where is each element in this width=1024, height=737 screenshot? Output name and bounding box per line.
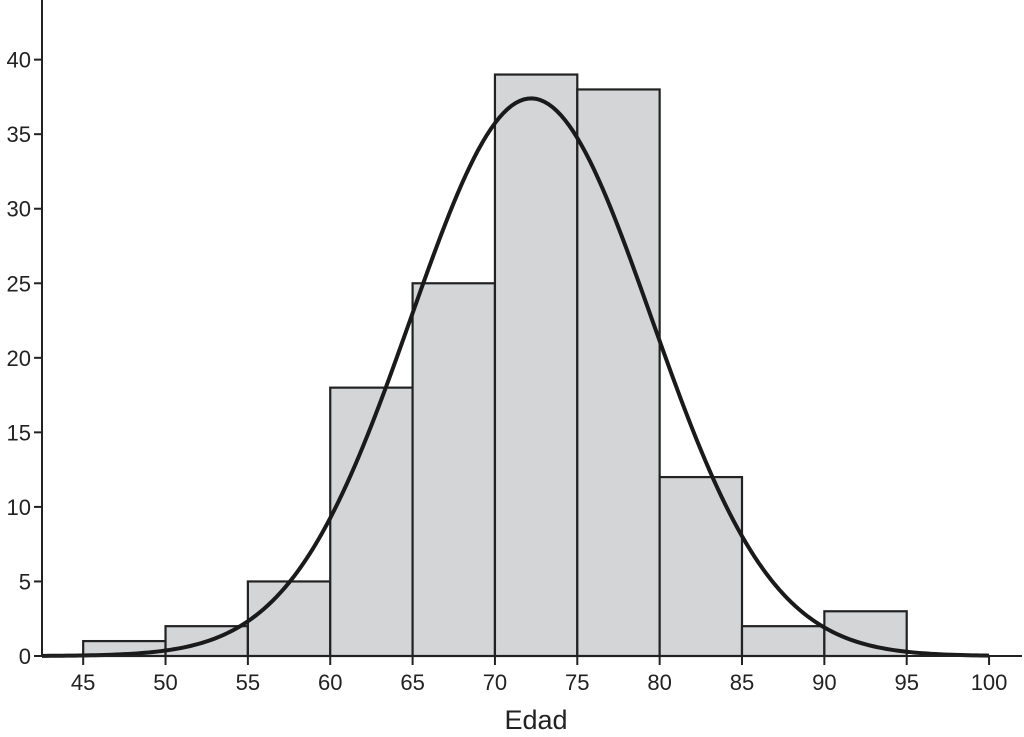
y-tick-label: 35 [7,122,31,147]
x-tick-label: 70 [483,670,507,695]
y-tick-label: 0 [19,644,31,669]
histogram-bar [411,282,497,658]
x-tick-label: 75 [565,670,589,695]
x-tick-label: 80 [647,670,671,695]
histogram-bar [246,580,332,658]
histogram-bar [329,386,414,658]
y-tick-label: 10 [7,495,31,520]
histogram-bar [740,625,826,658]
normal-curve [41,96,990,658]
y-tick-label: 25 [7,271,31,296]
histogram-bar [576,88,661,658]
x-axis-title: Edad [504,705,567,735]
y-tick-label: 40 [7,48,31,73]
axes [41,0,1022,657]
x-tick-label: 55 [236,670,260,695]
x-axis-ticks: 45 50 55 60 65 70 75 80 85 90 95 100 [71,656,1007,695]
histogram-bar [493,73,579,658]
x-tick-label: 60 [318,670,342,695]
y-tick-label: 30 [7,197,31,222]
histogram-bars [82,73,908,658]
x-tick-label: 100 [971,670,1008,695]
y-axis-ticks: 0 5 10 15 20 25 30 35 40 [7,48,42,669]
x-tick-label: 95 [894,670,918,695]
x-tick-label: 85 [730,670,754,695]
histogram-bar [658,475,744,658]
y-tick-label: 20 [7,346,31,371]
x-tick-label: 45 [71,670,95,695]
x-tick-label: 90 [812,670,836,695]
y-tick-label: 5 [19,569,31,594]
x-tick-label: 50 [153,670,177,695]
x-tick-label: 65 [400,670,424,695]
y-tick-label: 15 [7,420,31,445]
